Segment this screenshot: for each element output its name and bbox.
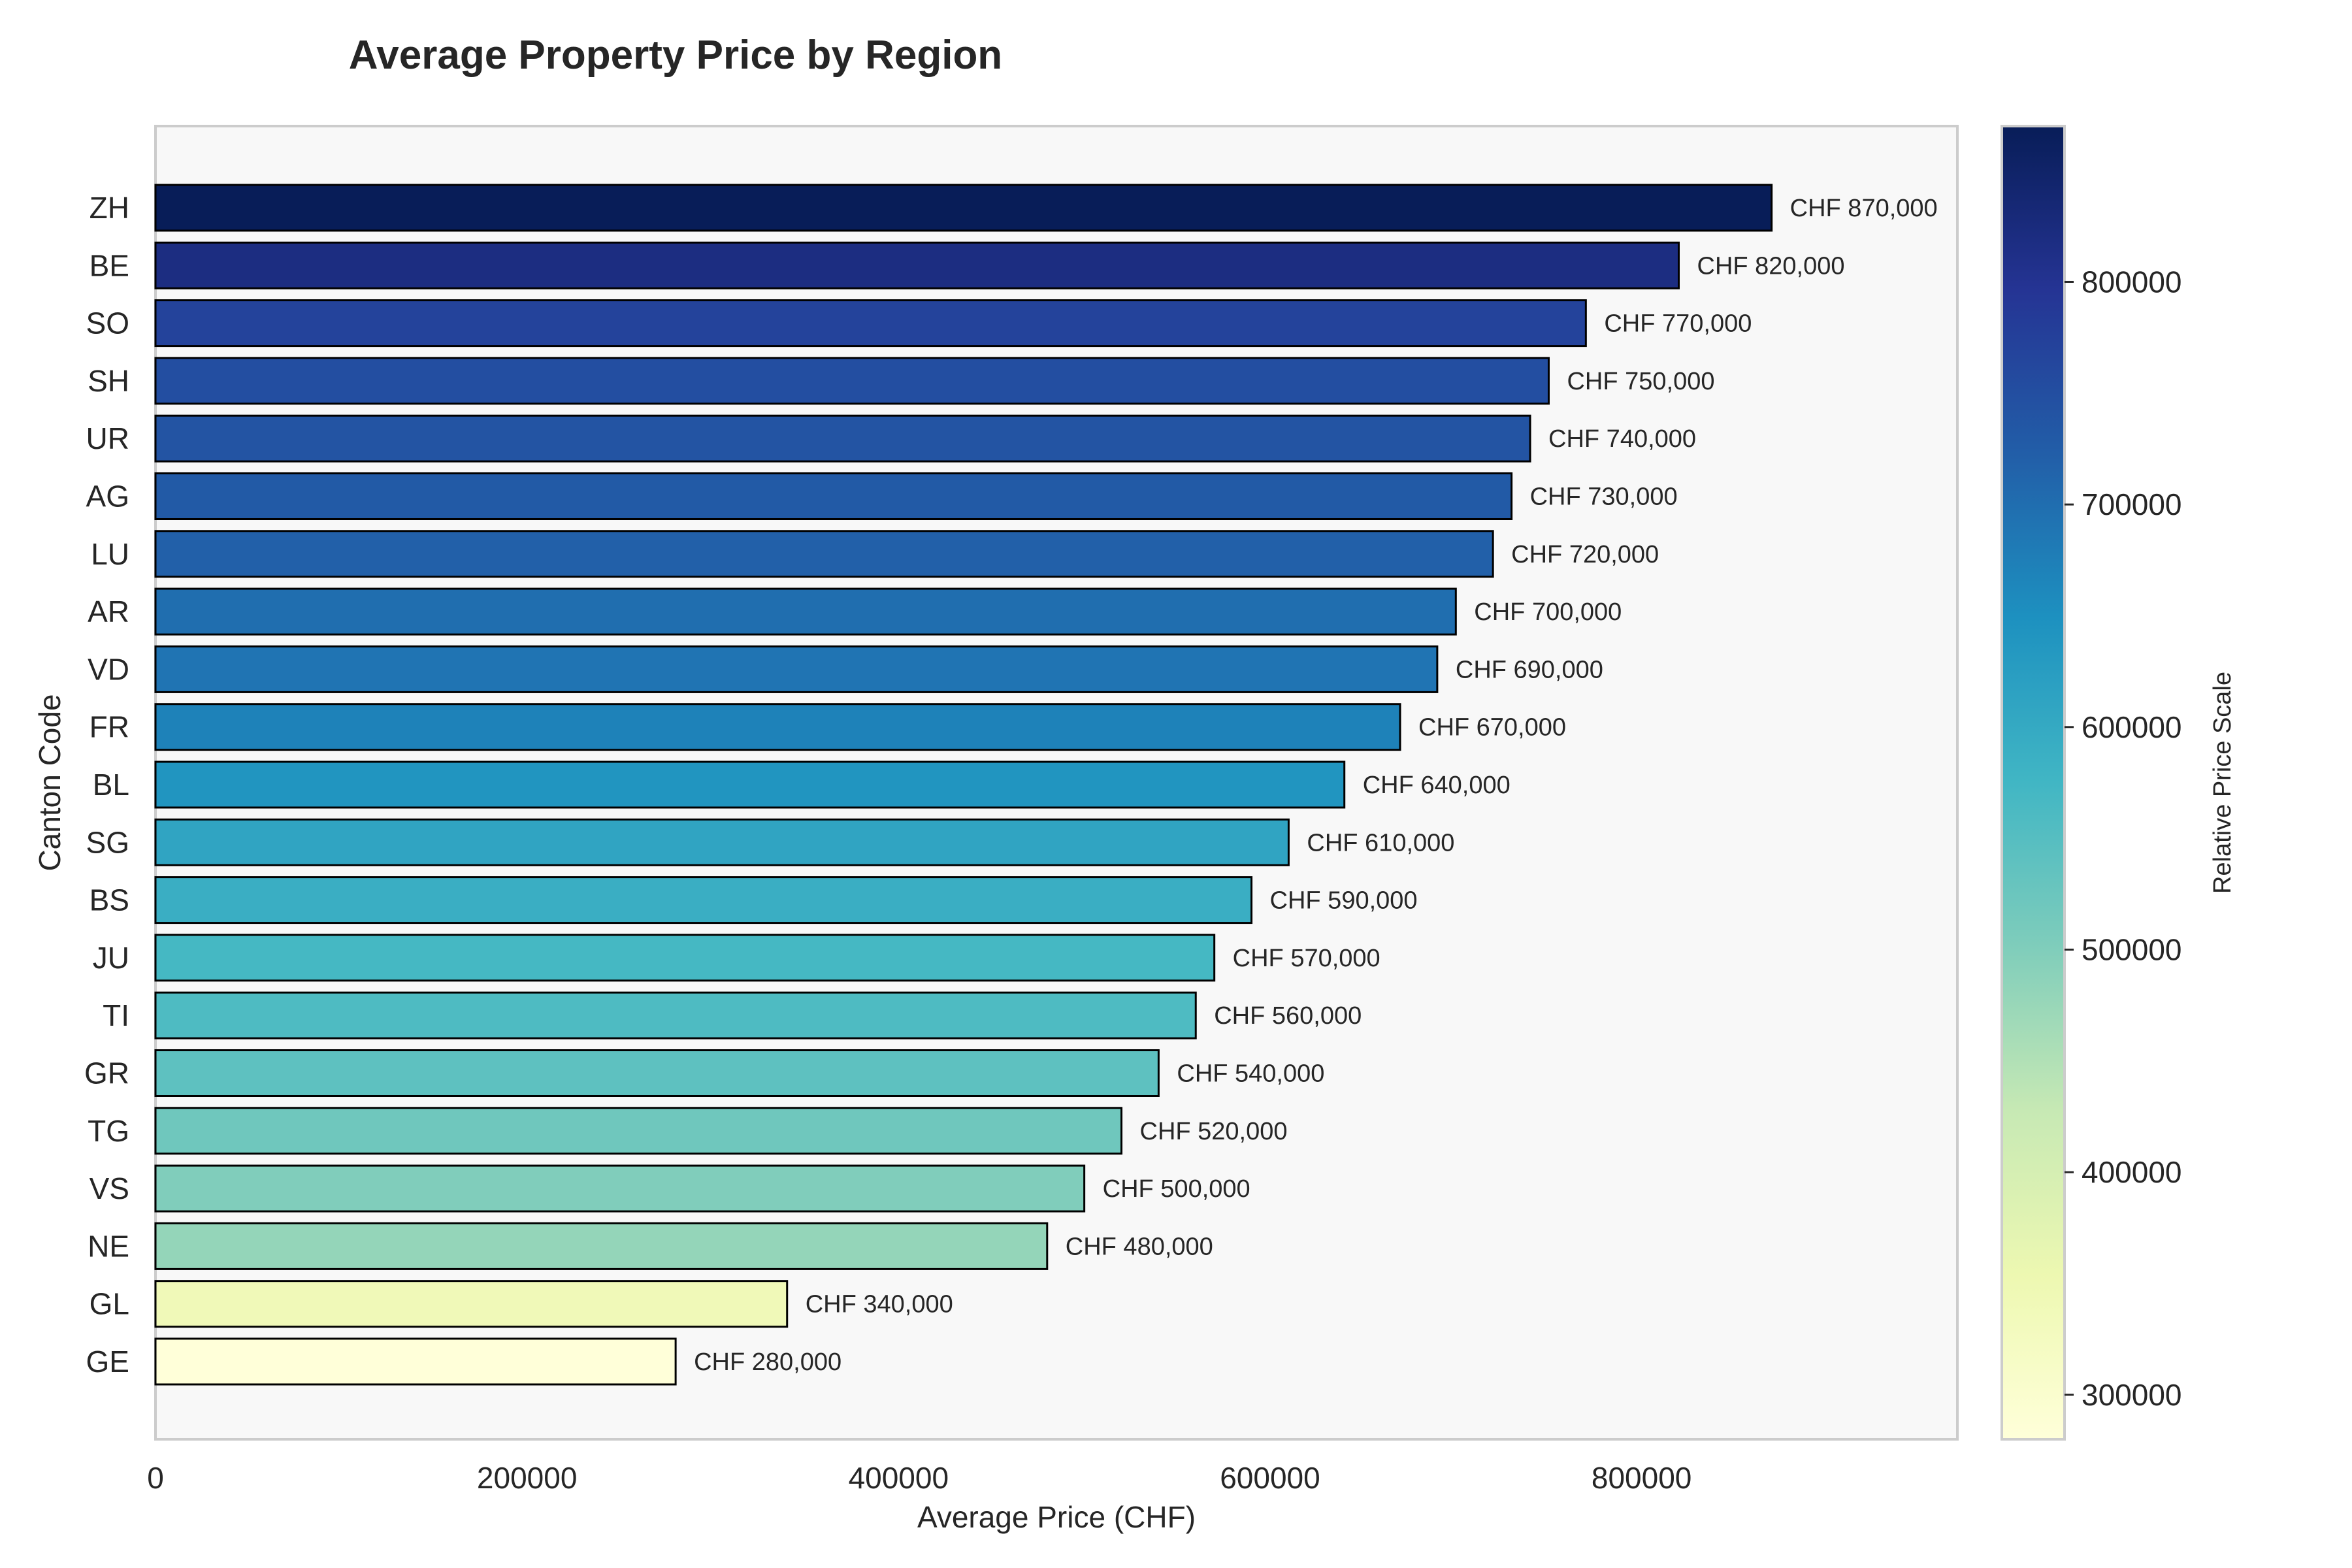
- y-tick-label-zh: ZH: [90, 191, 129, 225]
- x-tick-label: 200000: [477, 1461, 578, 1495]
- bar-sh: [154, 357, 1550, 405]
- x-tick-label: 400000: [849, 1461, 949, 1495]
- y-tick-label-ne: NE: [88, 1229, 129, 1263]
- colorbar-tick-label: 700000: [2082, 487, 2182, 521]
- value-label-lu: CHF 720,000: [1511, 541, 1659, 568]
- bar-zh: [154, 184, 1773, 232]
- y-tick-labels: ZH BE SO SH UR AG LU AR VD FR BL SG BS JU TI GR TG VS NE GL…: [84, 191, 129, 1379]
- value-label-tg: CHF 520,000: [1140, 1118, 1288, 1145]
- value-label-gl: CHF 340,000: [806, 1291, 953, 1318]
- colorbar-tick-label: 400000: [2082, 1155, 2182, 1189]
- colorbar-label: Relative Price Scale: [2209, 672, 2236, 894]
- bar-gr: [154, 1049, 1160, 1097]
- bar-ti: [154, 991, 1197, 1039]
- bar-ar: [154, 587, 1457, 636]
- value-label-ag: CHF 730,000: [1530, 483, 1678, 511]
- bar-bl: [154, 760, 1346, 809]
- y-tick-label-ju: JU: [93, 941, 129, 975]
- value-label-ar: CHF 700,000: [1474, 598, 1622, 626]
- y-tick-label-gl: GL: [90, 1287, 129, 1321]
- colorbar-tick-label: 500000: [2082, 933, 2182, 967]
- y-tick-label-bl: BL: [93, 768, 129, 802]
- value-labels-group: CHF 870,000 CHF 820,000 CHF 770,000 CHF 750…: [694, 195, 1938, 1376]
- bar-ur: [154, 414, 1531, 463]
- x-tick-label: 0: [147, 1461, 164, 1495]
- value-label-be: CHF 820,000: [1697, 252, 1845, 280]
- bar-ag: [154, 472, 1513, 520]
- x-tick-label: 800000: [1592, 1461, 1692, 1495]
- colorbar-ticks: 300000 400000 500000 600000 700000 800000: [2065, 265, 2182, 1412]
- value-label-bs: CHF 590,000: [1270, 887, 1418, 915]
- y-tick-label-so: SO: [86, 306, 129, 340]
- bar-tg: [154, 1107, 1123, 1155]
- bar-vs: [154, 1164, 1086, 1213]
- value-label-ur: CHF 740,000: [1548, 425, 1696, 453]
- colorbar-tick-label: 600000: [2082, 710, 2182, 744]
- chart-title: Average Property Price by Region: [349, 33, 1002, 78]
- y-tick-label-ge: GE: [86, 1345, 129, 1379]
- y-tick-label-sh: SH: [88, 364, 129, 398]
- value-label-ju: CHF 570,000: [1233, 945, 1380, 972]
- bar-fr: [154, 703, 1401, 751]
- bar-ne: [154, 1222, 1049, 1270]
- y-tick-label-tg: TG: [88, 1114, 129, 1148]
- y-tick-label-vs: VS: [90, 1171, 129, 1205]
- value-label-so: CHF 770,000: [1604, 310, 1752, 338]
- value-label-vd: CHF 690,000: [1456, 656, 1603, 683]
- value-label-ti: CHF 560,000: [1214, 1002, 1362, 1030]
- bar-be: [154, 241, 1680, 289]
- y-tick-label-gr: GR: [84, 1056, 129, 1090]
- y-tick-label-lu: LU: [91, 537, 129, 571]
- value-label-vs: CHF 500,000: [1103, 1175, 1250, 1203]
- bar-so: [154, 299, 1587, 348]
- y-tick-label-ag: AG: [86, 480, 129, 514]
- y-tick-label-ur: UR: [86, 421, 129, 455]
- value-label-fr: CHF 670,000: [1418, 714, 1566, 742]
- x-tick-labels: 0 200000 400000 600000 800000: [147, 1461, 1691, 1495]
- x-tick-label: 600000: [1220, 1461, 1320, 1495]
- value-label-gr: CHF 540,000: [1177, 1060, 1324, 1088]
- bar-lu: [154, 530, 1494, 578]
- colorbar-tick-label: 300000: [2082, 1378, 2182, 1412]
- y-tick-label-fr: FR: [90, 710, 129, 744]
- y-tick-label-bs: BS: [90, 883, 129, 917]
- y-tick-label-sg: SG: [86, 825, 129, 859]
- bars-group: [154, 184, 1773, 1386]
- colorbar-tick-label: 800000: [2082, 265, 2182, 299]
- x-axis-label: Average Price (CHF): [917, 1500, 1196, 1534]
- bar-ju: [154, 934, 1216, 982]
- colorbar: [2001, 125, 2066, 1441]
- bar-gl: [154, 1280, 789, 1328]
- value-label-sg: CHF 610,000: [1307, 829, 1454, 857]
- bar-bs: [154, 876, 1253, 924]
- y-tick-label-ti: TI: [103, 998, 129, 1032]
- bar-sg: [154, 818, 1290, 866]
- y-tick-label-ar: AR: [88, 595, 129, 629]
- value-label-ne: CHF 480,000: [1066, 1233, 1213, 1260]
- y-tick-label-be: BE: [90, 248, 129, 282]
- value-label-bl: CHF 640,000: [1363, 772, 1511, 799]
- value-label-sh: CHF 750,000: [1567, 368, 1714, 395]
- value-label-ge: CHF 280,000: [694, 1348, 841, 1376]
- y-axis-label: Canton Code: [33, 694, 67, 871]
- y-tick-label-vd: VD: [88, 652, 129, 686]
- value-label-zh: CHF 870,000: [1790, 195, 1938, 222]
- bar-vd: [154, 645, 1439, 693]
- bar-ge: [154, 1337, 677, 1386]
